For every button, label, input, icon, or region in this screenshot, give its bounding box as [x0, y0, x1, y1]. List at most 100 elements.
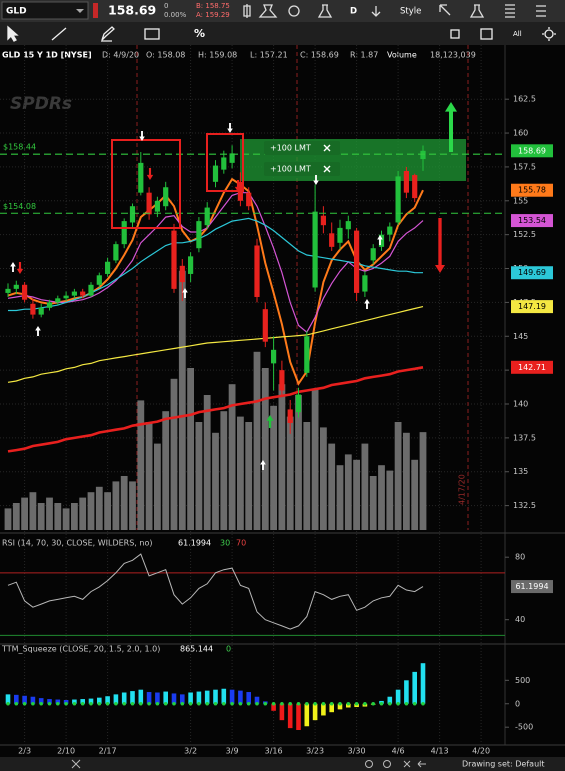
volume-bar — [203, 395, 211, 530]
y-tick-label: 132.5 — [513, 501, 536, 510]
volume-bar — [419, 432, 427, 530]
icon[interactable] — [258, 4, 278, 18]
squeeze-dot — [213, 701, 218, 706]
icon[interactable] — [144, 28, 160, 40]
volume-bar — [46, 497, 53, 530]
drawing-toolbar — [0, 22, 565, 45]
ttm-bar — [180, 694, 185, 704]
icon[interactable] — [7, 25, 19, 42]
x-tick-label: 3/9 — [226, 747, 239, 756]
order-badge[interactable] — [264, 162, 340, 176]
candle-body — [262, 309, 268, 342]
all-button[interactable]: All — [513, 30, 522, 38]
squeeze-dot — [396, 701, 400, 706]
ttm-bar — [296, 703, 301, 730]
ttm-bar — [105, 696, 110, 704]
icon[interactable] — [317, 4, 333, 18]
icon[interactable] — [243, 4, 251, 18]
symbol-input[interactable] — [1, 1, 89, 20]
y-tick-label: 137.5 — [513, 433, 536, 442]
zoom-icons[interactable] — [71, 759, 426, 769]
arrow-annotation — [227, 123, 233, 133]
icon[interactable] — [403, 760, 411, 768]
icon[interactable] — [288, 5, 300, 17]
icon[interactable] — [371, 6, 381, 17]
order-cancel[interactable] — [323, 165, 331, 173]
volume-bar — [353, 459, 360, 530]
toolbar-icons[interactable] — [243, 4, 546, 18]
icon[interactable] — [469, 4, 485, 18]
icon[interactable] — [101, 26, 115, 42]
volume-bar — [170, 378, 178, 530]
volume-bar — [54, 503, 62, 530]
candle-body — [287, 409, 293, 423]
squeeze-dot — [39, 701, 43, 706]
squeeze-dot — [404, 701, 409, 706]
ttm-bar — [130, 691, 135, 704]
link-icon[interactable] — [93, 3, 98, 18]
y-tick-label: 140 — [513, 400, 528, 409]
ttm-value: 865.144 — [180, 645, 213, 654]
arrow-annotation — [313, 175, 319, 185]
ttm-bar — [171, 693, 177, 704]
candle-body — [378, 234, 385, 247]
squeeze-dot — [14, 701, 19, 706]
candle-body — [71, 291, 77, 296]
icon[interactable] — [51, 27, 67, 41]
squeeze-dot — [64, 701, 68, 706]
icon[interactable] — [383, 760, 391, 768]
value-badge — [511, 183, 553, 197]
icon[interactable] — [365, 760, 373, 768]
icon[interactable] — [417, 760, 426, 768]
ttm-bar — [88, 698, 94, 704]
dropdown-icon[interactable] — [76, 9, 84, 13]
icon[interactable] — [480, 28, 493, 40]
arrow-annotation — [266, 415, 274, 428]
volume-bar — [37, 503, 45, 530]
squeeze-dot — [255, 701, 259, 706]
rsi-tick-label: 80 — [515, 553, 525, 562]
squeeze-dot — [313, 701, 317, 706]
style-menu[interactable]: Style — [400, 7, 421, 17]
header-open: O: 158.08 — [146, 51, 185, 60]
candle-body — [179, 265, 185, 283]
period[interactable]: D — [350, 7, 357, 17]
icon[interactable] — [505, 4, 515, 18]
ttm-bar — [163, 691, 168, 704]
candle-body — [212, 165, 219, 182]
icon[interactable] — [544, 29, 554, 39]
ttm-bar — [72, 699, 77, 704]
squeeze-dot — [271, 701, 276, 706]
candle-body — [163, 187, 169, 207]
drawing-set[interactable]: Drawing set: Default — [462, 760, 545, 769]
volume-bar — [245, 422, 253, 530]
volume-bar — [411, 459, 419, 530]
squeeze-dot — [388, 701, 392, 706]
candle-body — [55, 298, 61, 303]
value-badge-label: 155.78 — [518, 186, 546, 195]
candle-body — [121, 221, 127, 245]
icon[interactable] — [71, 759, 81, 769]
percent-button[interactable]: % — [194, 27, 205, 40]
highlight-box — [206, 133, 244, 192]
value-badge — [511, 360, 553, 374]
ttm-panel — [5, 663, 426, 730]
candle-body — [13, 284, 19, 289]
drawing-icons[interactable] — [7, 25, 556, 42]
icon[interactable] — [439, 4, 451, 16]
icon[interactable] — [536, 5, 546, 17]
squeeze-dot — [180, 701, 185, 706]
volume-bar — [394, 422, 402, 530]
rsi-badge-label: 61.1994 — [515, 582, 548, 591]
order-cancel[interactable] — [323, 144, 331, 152]
icon[interactable] — [542, 27, 556, 41]
squeeze-dot — [163, 701, 168, 706]
squeeze-dot — [222, 701, 226, 706]
icon[interactable] — [450, 29, 460, 39]
ttm-bar — [213, 689, 218, 704]
header-low: L: 157.21 — [250, 51, 288, 60]
squeeze-dot — [321, 701, 326, 706]
order-badge[interactable] — [264, 141, 340, 155]
moving-average — [7, 306, 424, 383]
y-tick-label: 155 — [513, 196, 528, 205]
